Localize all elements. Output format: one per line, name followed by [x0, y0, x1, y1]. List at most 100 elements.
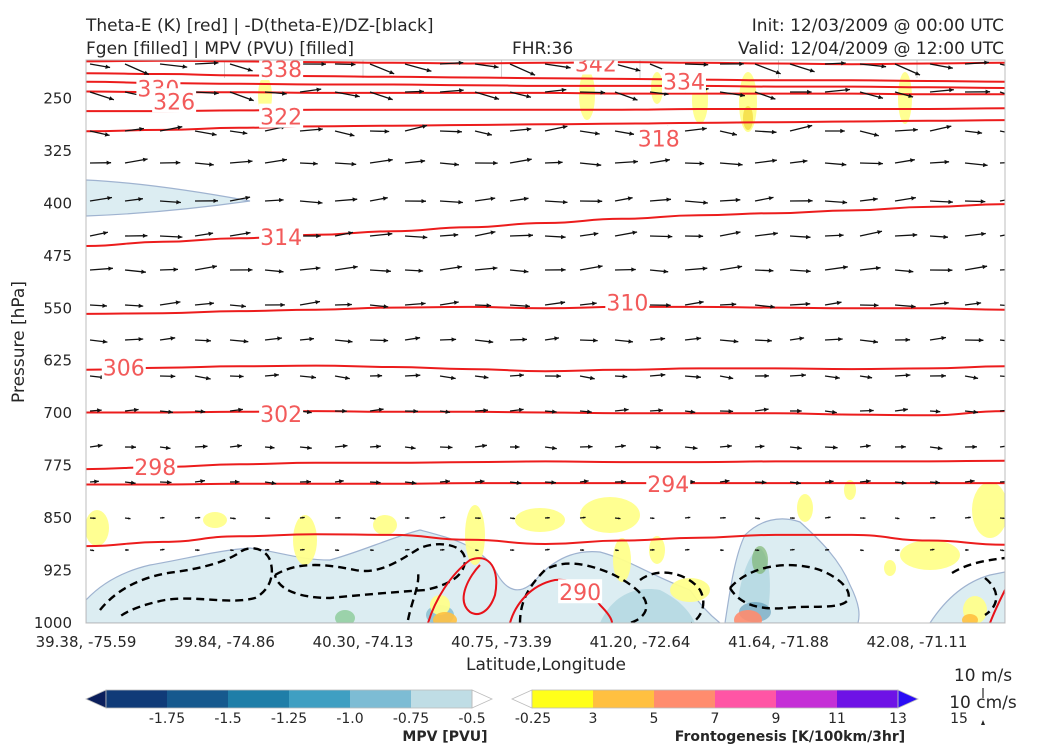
wind-vector	[824, 162, 847, 167]
wind-vector	[159, 336, 176, 341]
wind-vector	[579, 409, 592, 414]
wind-vector	[474, 408, 489, 413]
x-tick-label: 41.20, -72.64	[590, 633, 691, 651]
wind-vector-head	[797, 408, 802, 414]
wind-vector	[159, 374, 176, 379]
wind-vector-head	[245, 195, 251, 201]
wind-vector	[859, 375, 873, 380]
theta-e-lower-wiggle-1	[427, 557, 498, 623]
wind-vector-head	[698, 234, 704, 239]
wind-vector-head	[869, 408, 874, 413]
fgen-blob-16	[670, 578, 710, 602]
wind-vector	[334, 197, 358, 202]
wind-vector-head	[214, 91, 219, 96]
wind-vector-head	[935, 480, 940, 485]
wind-vector-head	[631, 267, 636, 272]
wind-vector	[719, 479, 730, 484]
wind-vector	[124, 157, 148, 164]
wind-vector-head	[937, 446, 943, 451]
wind-vector	[894, 373, 911, 378]
wind-vector-head	[863, 517, 866, 520]
wind-vector-head	[984, 60, 989, 65]
wind-vector	[369, 373, 383, 378]
wind-vector-head	[652, 548, 655, 551]
theta-e-label-text: 334	[663, 71, 705, 96]
wind-vector	[649, 234, 673, 239]
wind-vector-head	[248, 97, 254, 102]
wind-vector-head	[313, 161, 318, 166]
theta-e-contour-338	[86, 60, 1005, 66]
y-tick-label: 775	[43, 457, 72, 475]
wind-vector-head	[407, 548, 410, 551]
wind-vector	[299, 479, 312, 484]
wind-vector-head	[600, 90, 606, 95]
wind-vector-head	[947, 65, 953, 70]
wind-vector-head	[97, 443, 103, 448]
wind-vector-head	[728, 375, 734, 380]
wind-vector	[719, 302, 737, 307]
wind-vector-head	[454, 162, 459, 167]
wind-vector-head	[511, 549, 515, 552]
wind-vector-head	[453, 300, 459, 305]
wind-vector-head	[376, 444, 381, 449]
wind-vector	[964, 264, 988, 271]
wind-vector-head	[901, 444, 906, 449]
wind-vector	[544, 480, 557, 485]
theta-e-label-326: 326	[152, 88, 197, 115]
theta-e-contour-310	[86, 305, 1005, 315]
wind-vector-head	[354, 93, 360, 98]
wind-vector-head	[478, 517, 481, 520]
wind-vector	[544, 63, 571, 70]
y-tick-label: 250	[43, 89, 72, 107]
fgen-fill-strong	[433, 106, 978, 623]
wind-vector	[334, 339, 353, 344]
wind-vector	[964, 301, 982, 306]
wind-vector-head	[353, 265, 358, 270]
wind-vector	[964, 516, 971, 519]
label-background	[152, 88, 197, 113]
wind-vector-head	[908, 93, 914, 98]
wind-vector	[334, 479, 344, 484]
wind-vector	[579, 338, 598, 343]
wind-vector-head	[197, 549, 200, 552]
wind-vector-head	[376, 480, 381, 485]
fgen-blob-21	[884, 560, 896, 576]
wind-vector	[649, 372, 666, 378]
wind-vector-head	[378, 407, 384, 412]
wind-vector	[89, 479, 99, 484]
wind-vector	[789, 548, 795, 551]
wind-vector-head	[805, 234, 811, 240]
wind-vector-head	[168, 409, 173, 414]
colorbar-tick-label: 15	[950, 711, 968, 727]
label-background	[259, 223, 304, 248]
theta-e-label-310: 310	[605, 289, 650, 317]
wind-vector-head	[279, 198, 284, 203]
theta-e-contours	[86, 60, 1005, 548]
wind-vector	[404, 301, 426, 306]
wind-vector-head	[878, 161, 883, 166]
theta-e-label-318: 318	[636, 125, 681, 152]
wind-vector	[999, 408, 1014, 412]
wind-vector	[754, 231, 778, 237]
dashed-contour-8	[406, 571, 420, 621]
wind-vector	[999, 162, 1005, 164]
wind-vector-head	[840, 128, 845, 134]
wind-vector	[89, 408, 102, 413]
wind-vector	[859, 517, 866, 520]
y-tick-label: 400	[43, 194, 72, 212]
title-line-1: Theta-E (K) [red] | -D(theta-E)/DZ-[blac…	[85, 16, 434, 36]
wind-vector-head	[845, 87, 850, 93]
colorbar-swatch	[411, 690, 473, 708]
wind-vector-head	[768, 196, 774, 201]
theta-e-label-text: 314	[260, 226, 302, 251]
wind-vector-head	[552, 445, 557, 451]
wind-vector-head	[518, 407, 524, 413]
wind-vector-head	[271, 480, 277, 486]
wind-vector	[684, 200, 708, 205]
wind-vector	[474, 160, 498, 166]
wind-vector	[859, 266, 881, 271]
wind-vector	[684, 126, 707, 132]
wind-vector-head	[1009, 408, 1014, 412]
wind-vector-head	[407, 516, 410, 520]
wind-vector-head	[547, 516, 550, 519]
